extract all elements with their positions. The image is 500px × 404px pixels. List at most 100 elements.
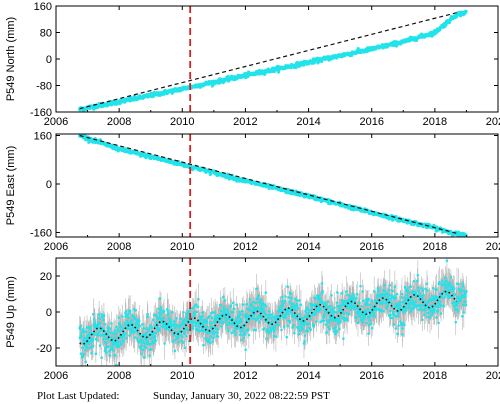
data-point — [365, 297, 368, 301]
data-point — [393, 295, 396, 298]
data-point — [303, 339, 306, 343]
y-tick-label: 160 — [34, 131, 52, 143]
data-point — [93, 321, 97, 324]
data-point — [219, 303, 222, 307]
data-point — [464, 9, 468, 13]
data-point — [367, 297, 371, 301]
data-point — [121, 315, 124, 318]
data-point — [339, 304, 342, 308]
data-point — [78, 327, 82, 331]
data-point — [321, 300, 325, 304]
data-point — [110, 331, 114, 335]
data-point — [284, 315, 288, 319]
data-point — [305, 322, 309, 326]
data-point — [248, 309, 252, 312]
data-point — [302, 322, 306, 326]
data-point — [138, 324, 142, 328]
data-point — [214, 330, 217, 334]
data-point — [127, 316, 130, 320]
data-point — [287, 312, 290, 316]
data-point — [79, 352, 83, 355]
data-point — [367, 323, 371, 327]
data-point — [306, 329, 310, 333]
x-tick-label: 2012 — [233, 116, 257, 128]
data-point — [95, 338, 98, 342]
data-point — [339, 314, 342, 318]
data-point — [331, 312, 334, 315]
data-point — [105, 351, 108, 354]
data-point — [381, 301, 384, 305]
data-point — [254, 301, 257, 305]
data-point — [358, 301, 361, 304]
data-point — [149, 337, 153, 340]
data-point — [82, 327, 85, 331]
data-point — [230, 331, 234, 335]
data-point — [156, 317, 160, 321]
data-point — [322, 319, 326, 323]
data-point — [182, 310, 185, 314]
data-point — [396, 311, 400, 314]
data-point — [395, 292, 399, 296]
data-point — [385, 292, 389, 295]
data-point — [362, 317, 366, 321]
data-point — [101, 327, 105, 331]
data-point — [158, 329, 161, 332]
data-point — [96, 324, 100, 328]
data-point — [157, 307, 160, 311]
data-point — [403, 297, 407, 300]
data-point — [147, 335, 150, 338]
data-point — [394, 327, 398, 330]
data-point — [143, 342, 146, 345]
data-point — [118, 323, 122, 327]
data-point — [287, 296, 291, 299]
data-point — [250, 305, 254, 308]
data-point — [145, 327, 148, 330]
data-point — [367, 316, 370, 320]
data-point — [152, 341, 155, 345]
data-point — [401, 327, 405, 330]
data-point — [174, 316, 178, 320]
data-point — [397, 314, 400, 317]
data-point — [352, 294, 356, 298]
data-point — [297, 327, 300, 331]
data-point — [264, 312, 267, 316]
data-point — [153, 324, 157, 328]
data-point — [353, 303, 357, 306]
data-point — [393, 285, 397, 289]
data-point — [200, 316, 203, 320]
data-point — [90, 351, 93, 355]
data-point — [333, 319, 337, 322]
data-point — [342, 337, 345, 340]
data-point — [282, 301, 285, 305]
data-point — [252, 328, 256, 332]
data-point — [224, 315, 227, 319]
data-point — [102, 318, 105, 322]
data-point — [171, 310, 174, 314]
data-point — [135, 337, 139, 340]
data-point — [104, 330, 108, 334]
data-point — [189, 320, 192, 323]
data-point — [385, 305, 389, 309]
data-point — [294, 316, 298, 320]
data-point — [330, 293, 333, 297]
data-point — [310, 308, 314, 311]
data-point — [212, 336, 215, 340]
data-point — [85, 341, 88, 345]
data-point — [246, 328, 250, 331]
data-point — [340, 291, 344, 295]
data-point — [230, 310, 233, 314]
data-point — [186, 312, 190, 316]
data-point — [191, 320, 195, 324]
data-point — [242, 326, 245, 329]
data-point — [162, 309, 166, 313]
data-point — [209, 311, 213, 315]
data-point — [155, 321, 159, 325]
data-point — [338, 320, 342, 324]
data-point — [145, 331, 148, 335]
data-point — [269, 329, 273, 333]
data-point — [155, 315, 159, 318]
x-tick-label: 2010 — [170, 116, 194, 128]
data-point — [220, 316, 224, 320]
data-point — [349, 296, 353, 300]
data-point — [103, 322, 106, 326]
